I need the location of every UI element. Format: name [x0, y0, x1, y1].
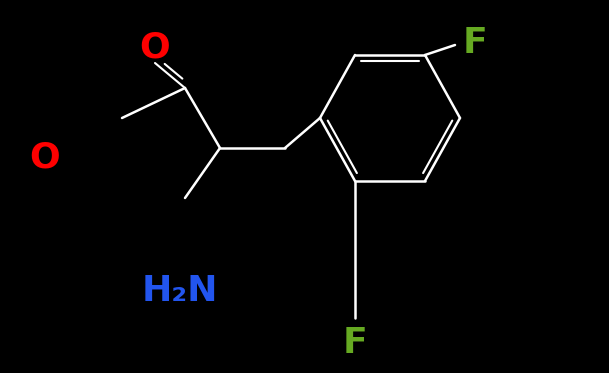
- Text: O: O: [139, 31, 171, 65]
- Text: F: F: [343, 326, 367, 360]
- Text: H₂N: H₂N: [142, 274, 218, 308]
- Text: O: O: [30, 141, 60, 175]
- Text: F: F: [463, 26, 487, 60]
